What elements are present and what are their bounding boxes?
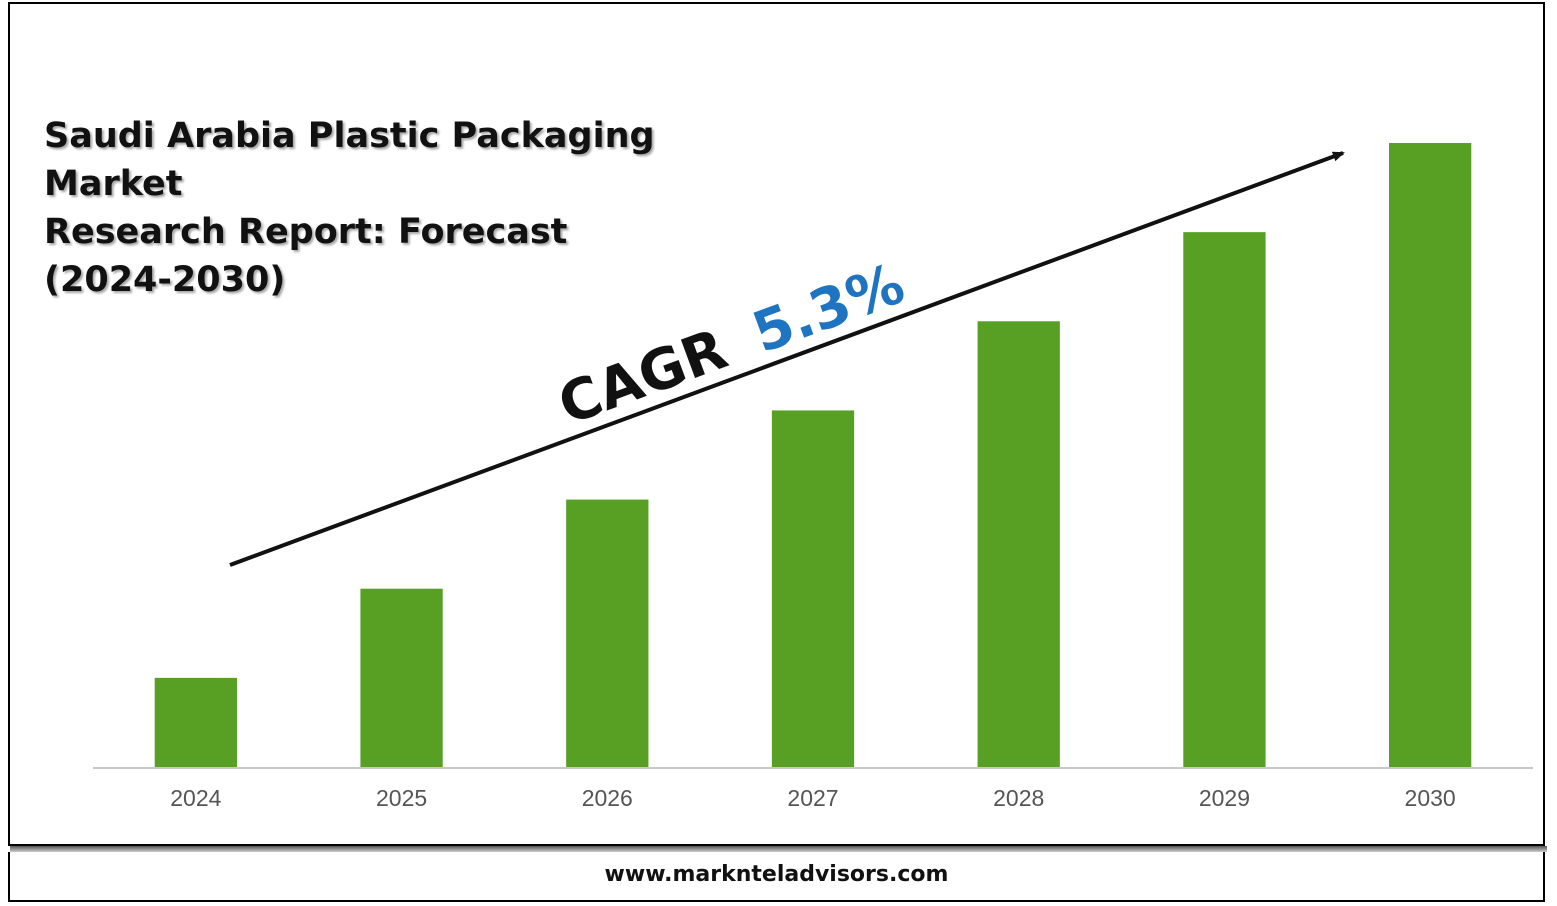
bars-layer bbox=[154, 143, 1472, 768]
bar-2026 bbox=[566, 499, 649, 767]
cagr-annotation: CAGR 5.3% bbox=[550, 251, 912, 438]
frame-shadow bbox=[10, 846, 1547, 852]
bar-2027 bbox=[771, 410, 855, 767]
chart-title: Saudi Arabia Plastic Packaging Market Re… bbox=[44, 112, 804, 304]
cagr-value: 5.3% bbox=[744, 251, 912, 366]
x-tick-label-2027: 2027 bbox=[787, 785, 838, 811]
chart-title-line-3: (2024-2030) bbox=[44, 260, 286, 300]
bar-2030 bbox=[1389, 143, 1472, 767]
x-tick-label-2025: 2025 bbox=[376, 785, 427, 811]
x-tick-labels: 2024 2025 2026 2027 2028 2029 2030 bbox=[170, 785, 1455, 811]
x-tick-label-2029: 2029 bbox=[1199, 785, 1250, 811]
x-tick-label-2024: 2024 bbox=[170, 785, 221, 811]
chart-title-line-2: Research Report: Forecast bbox=[44, 212, 568, 252]
footer: www.marknteladvisors.com bbox=[8, 852, 1545, 902]
x-tick-label-2030: 2030 bbox=[1405, 785, 1456, 811]
x-tick-label-2028: 2028 bbox=[993, 785, 1044, 811]
bar-2024 bbox=[154, 677, 237, 767]
bar-2029 bbox=[1183, 232, 1266, 768]
bar-2028 bbox=[977, 321, 1060, 767]
trend-arrow bbox=[229, 151, 1345, 567]
website-url[interactable]: www.marknteladvisors.com bbox=[604, 862, 949, 887]
bar-2025 bbox=[360, 588, 443, 767]
cagr-label: CAGR bbox=[550, 317, 735, 438]
x-tick-label-2026: 2026 bbox=[582, 785, 633, 811]
chart-title-line-1: Saudi Arabia Plastic Packaging Market bbox=[44, 116, 655, 204]
